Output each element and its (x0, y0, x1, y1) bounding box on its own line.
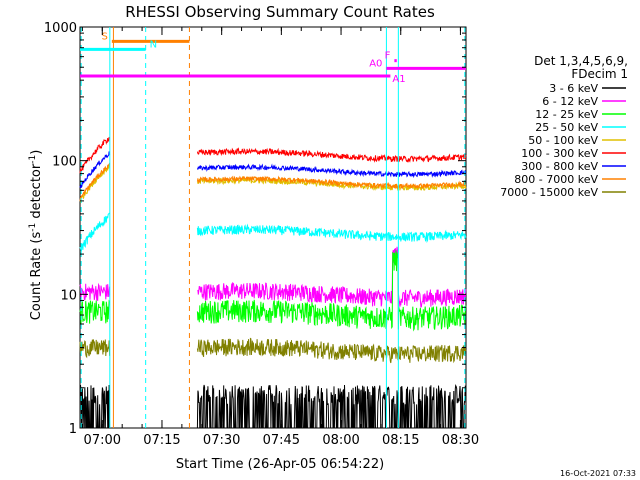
y-tick-label: 10 (60, 288, 77, 303)
series-line-2 (196, 250, 467, 332)
y-tick-label: 1 (69, 422, 77, 437)
series-line-8 (79, 339, 111, 359)
y-label-sup1: -1 (28, 223, 38, 232)
series-line-6 (196, 163, 467, 179)
legend-label-8: 7000 - 15000 keV (500, 186, 598, 199)
legend-label-2: 12 - 25 keV (535, 108, 598, 121)
flag-label-1: N (150, 39, 157, 50)
y-axis: 1 10 100 1000 (44, 21, 466, 437)
flag-label-3: F (385, 51, 391, 62)
series-line-5 (196, 147, 467, 163)
y-tick-label: 100 (52, 155, 77, 170)
series-line-3 (79, 212, 110, 252)
x-tick-label: 08:30 (442, 433, 479, 448)
flag-label-4: A1 (392, 74, 405, 85)
series-line-1 (79, 282, 111, 301)
x-tick-label: 07:15 (143, 433, 180, 448)
series-line-1 (197, 246, 467, 308)
series-line-6 (79, 151, 111, 189)
legend-label-7: 800 - 7000 keV (514, 173, 598, 186)
legend-label-1: 6 - 12 keV (542, 95, 598, 108)
legend-title-1: Det 1,3,4,5,6,9, (534, 54, 628, 68)
series-line-2 (79, 299, 111, 324)
timestamp: 16-Oct-2021 07:33 (560, 469, 636, 478)
y-label-part1: Count Rate (s (29, 232, 44, 321)
legend-label-6: 300 - 800 keV (521, 160, 598, 173)
series-line-0 (79, 384, 111, 429)
series-line-3 (196, 223, 467, 244)
plot-area: S N A0F A1 (79, 26, 467, 429)
legend-label-4: 50 - 100 keV (528, 134, 598, 147)
series-line-8 (196, 337, 467, 364)
y-label-part3: ) (29, 150, 44, 155)
series-line-7 (196, 175, 467, 190)
y-axis-label: Count Rate (s-1 detector-1) (28, 150, 44, 321)
x-tick-label: 07:30 (203, 433, 240, 448)
chart-title: RHESSI Observing Summary Count Rates (125, 3, 435, 21)
x-axis: 07:00 07:15 07:30 07:45 08:00 08:15 08:30 (81, 27, 479, 448)
x-tick-label: 07:45 (263, 433, 300, 448)
y-label-sup2: -1 (28, 155, 38, 164)
flag-label-2: A0 (369, 58, 382, 69)
x-tick-label: 08:15 (382, 433, 419, 448)
y-label-part2: detector (29, 163, 44, 223)
y-tick-label: 1000 (44, 21, 77, 36)
legend-title-2: FDecim 1 (571, 67, 628, 81)
x-axis-label: Start Time (26-Apr-05 06:54:22) (176, 457, 384, 472)
plot-frame (79, 26, 467, 429)
legend-label-5: 100 - 300 keV (521, 147, 598, 160)
x-tick-label: 08:00 (322, 433, 359, 448)
legend-label-3: 25 - 50 keV (535, 121, 598, 134)
series-line-7 (79, 162, 111, 201)
series-line-5 (79, 136, 111, 174)
x-tick-label: 07:00 (84, 433, 121, 448)
legend-label-0: 3 - 6 keV (549, 82, 598, 95)
flag-label-0: S (101, 31, 107, 42)
series-line-0 (196, 384, 467, 429)
